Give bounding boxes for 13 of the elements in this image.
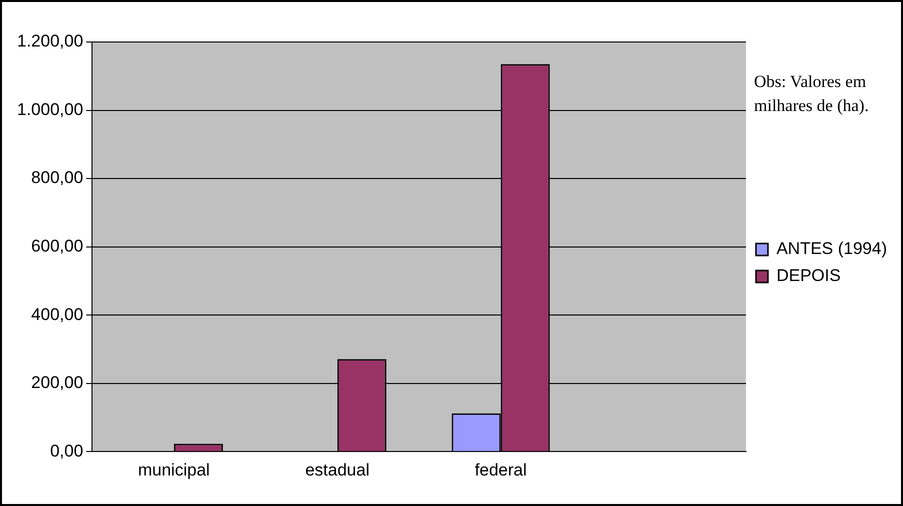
y-tick-label: 0,00	[50, 441, 84, 460]
y-tick-label: 1.200,00	[16, 32, 84, 51]
x-tick-label: municipal	[138, 460, 210, 480]
y-tick-label: 400,00	[31, 304, 84, 324]
legend-label: ANTES (1994)	[776, 239, 888, 258]
y-tick-label: 200,00	[31, 373, 84, 392]
y-tick-label: 600,00	[31, 236, 84, 256]
y-tick-label: 1.000,00	[16, 100, 84, 119]
x-tick-label: estadual	[305, 460, 370, 480]
legend-label: DEPOIS	[776, 266, 841, 286]
text: Obs: Valores em milhares de (ha).	[754, 71, 870, 117]
x-tick-label: federal	[474, 460, 527, 480]
y-tick-label: 800,00	[31, 168, 84, 188]
